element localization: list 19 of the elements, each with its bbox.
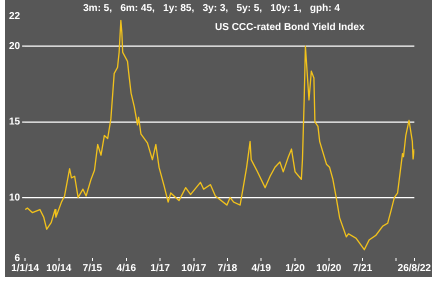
x-tick-label: 4/19 (251, 262, 272, 274)
y-tick-label: 20 (9, 41, 21, 52)
y-tick-label: 22 (9, 10, 21, 22)
x-tick-label: 1/20 (285, 262, 306, 274)
text: US CCC-rated Bond Yield Index (215, 22, 365, 33)
y-tick-label: 6 (14, 252, 21, 264)
x-tick-label: 10/17 (181, 262, 207, 274)
x-tick-label: 4/16 (116, 262, 136, 274)
y-tick-label: 10 (9, 192, 21, 204)
x-tick-label: 10/14 (46, 262, 72, 274)
x-tick-label: 26/8/22 (398, 262, 432, 274)
x-tick-label: 7/21 (352, 262, 373, 274)
x-tick-label: 7/15 (82, 262, 103, 274)
chart-title: 3m: 5, 6m: 45, 1y: 85, 3y: 3, 5y: 5, 10y: 1, gph: 4 (83, 2, 340, 14)
x-tick-label: 10/20 (316, 262, 342, 274)
x-tick-label: 1/1/14 (11, 262, 40, 274)
y-tick-label: 15 (9, 116, 21, 128)
x-tick-label: 1/17 (150, 262, 170, 274)
x-tick-label: 7/18 (218, 262, 238, 274)
